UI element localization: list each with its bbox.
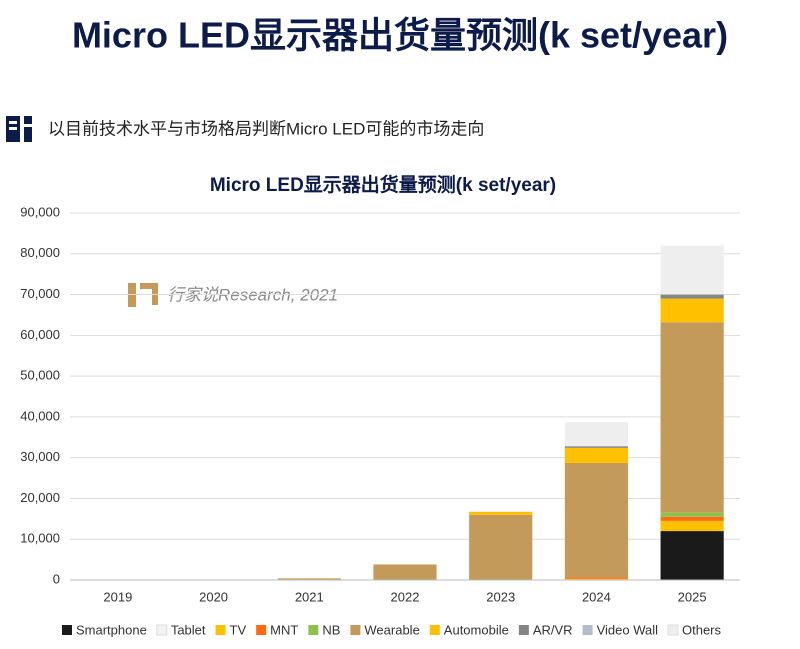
bar-segment (660, 516, 724, 521)
bar-segment (564, 446, 629, 448)
bar-segment (660, 520, 724, 532)
legend-label: NB (322, 622, 340, 637)
legend-label: Automobile (444, 622, 509, 637)
y-tick-label: 50,000 (20, 368, 60, 383)
y-tick-label: 0 (53, 571, 60, 586)
legend-swatch (429, 625, 440, 635)
y-tick-label: 20,000 (20, 490, 60, 505)
bar-segment (564, 462, 629, 578)
legend-swatch (308, 625, 319, 635)
legend-label: Video Wall (597, 622, 659, 637)
legend-label: MNT (270, 622, 298, 637)
chart-title: Micro LED显示器出货量预测(k set/year) (210, 173, 556, 196)
x-tick-label: 2023 (486, 589, 515, 604)
bar-segment (469, 510, 533, 512)
x-tick-label: 2022 (391, 589, 420, 604)
bar-segment (564, 422, 629, 447)
legend-label: Tablet (171, 622, 206, 637)
legend-swatch (667, 624, 679, 636)
legend-swatch (582, 625, 593, 635)
legend-swatch (62, 625, 72, 635)
subtitle: 以目前技术水平与市场格局判断Micro LED可能的市场走向 (48, 119, 484, 138)
bar-segment (277, 578, 341, 580)
bar-segment (564, 447, 629, 463)
bar-segment (660, 512, 724, 517)
subtitle-icon (6, 116, 32, 142)
y-tick-label: 40,000 (20, 408, 60, 423)
x-tick-label: 2025 (678, 589, 707, 604)
y-tick-label: 80,000 (20, 245, 60, 260)
y-tick-label: 60,000 (20, 327, 60, 342)
legend-label: Smartphone (76, 622, 147, 637)
bar-segment (660, 298, 724, 323)
bar-segment (660, 245, 724, 295)
bar-segment (373, 564, 437, 580)
bar-segment (564, 577, 629, 579)
legend-label: TV (230, 622, 247, 637)
x-tick-label: 2021 (295, 589, 324, 604)
y-tick-label: 30,000 (20, 449, 60, 464)
y-tick-label: 90,000 (20, 204, 60, 219)
legend-label: Others (682, 622, 722, 637)
bar-segment (660, 322, 724, 513)
bar-segment (469, 511, 533, 515)
legend-label: AR/VR (533, 622, 573, 637)
bar-segment (660, 531, 724, 580)
x-tick-label: 2020 (199, 589, 228, 604)
legend-swatch (518, 625, 529, 635)
bar-segment (564, 578, 629, 580)
legend-swatch (350, 625, 361, 635)
slide-title: Micro LED显示器出货量预测(k set/year) (72, 15, 728, 56)
y-tick-label: 10,000 (20, 531, 60, 546)
legend-swatch (215, 625, 226, 635)
y-tick-label: 70,000 (20, 286, 60, 301)
legend-swatch (156, 624, 168, 636)
legend-label: Wearable (364, 622, 419, 637)
legend-swatch (256, 625, 267, 635)
x-tick-label: 2024 (582, 589, 611, 604)
bar-segment (469, 514, 533, 580)
bar-segment (660, 294, 724, 299)
x-tick-label: 2019 (103, 589, 132, 604)
